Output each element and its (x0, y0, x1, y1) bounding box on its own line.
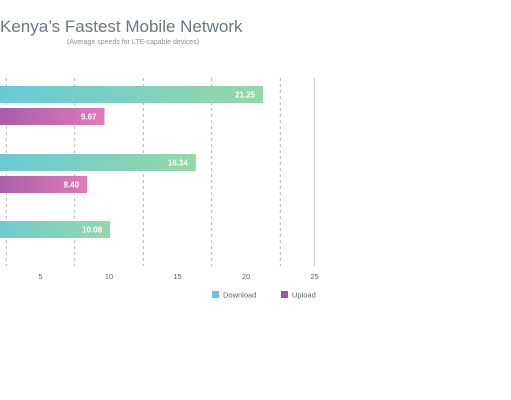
x-axis-ticks: 5 10 15 20 25 (38, 272, 318, 281)
bar-label-upload-1: 9.67 (81, 113, 97, 122)
bar-download-1 (0, 86, 264, 103)
legend-swatch-download (212, 291, 219, 298)
bar-label-upload-2: 8.40 (64, 181, 80, 190)
x-tick-label: 20 (242, 272, 250, 281)
bar-upload-1 (0, 108, 105, 125)
x-tick-label: 10 (105, 272, 113, 281)
bar-label-download-1: 21.25 (235, 91, 256, 100)
legend-label-upload: Upload (292, 291, 316, 300)
chart-title: Kenya’s Fastest Mobile Network (0, 17, 243, 36)
bar-download-3 (0, 221, 111, 238)
bar-download-2 (0, 154, 196, 171)
x-tick-label: 15 (173, 272, 181, 281)
bar-label-download-2: 16.34 (168, 159, 189, 168)
bar-upload-2 (0, 176, 88, 193)
legend: Download Upload (212, 291, 316, 300)
x-tick-label: 5 (38, 272, 42, 281)
bar-label-download-3: 10.08 (82, 226, 103, 235)
legend-swatch-upload (281, 291, 288, 298)
chart-subtitle: (Average speeds for LTE-capable devices) (67, 39, 199, 46)
x-tick-label: 25 (310, 272, 318, 281)
legend-label-download: Download (223, 291, 256, 300)
